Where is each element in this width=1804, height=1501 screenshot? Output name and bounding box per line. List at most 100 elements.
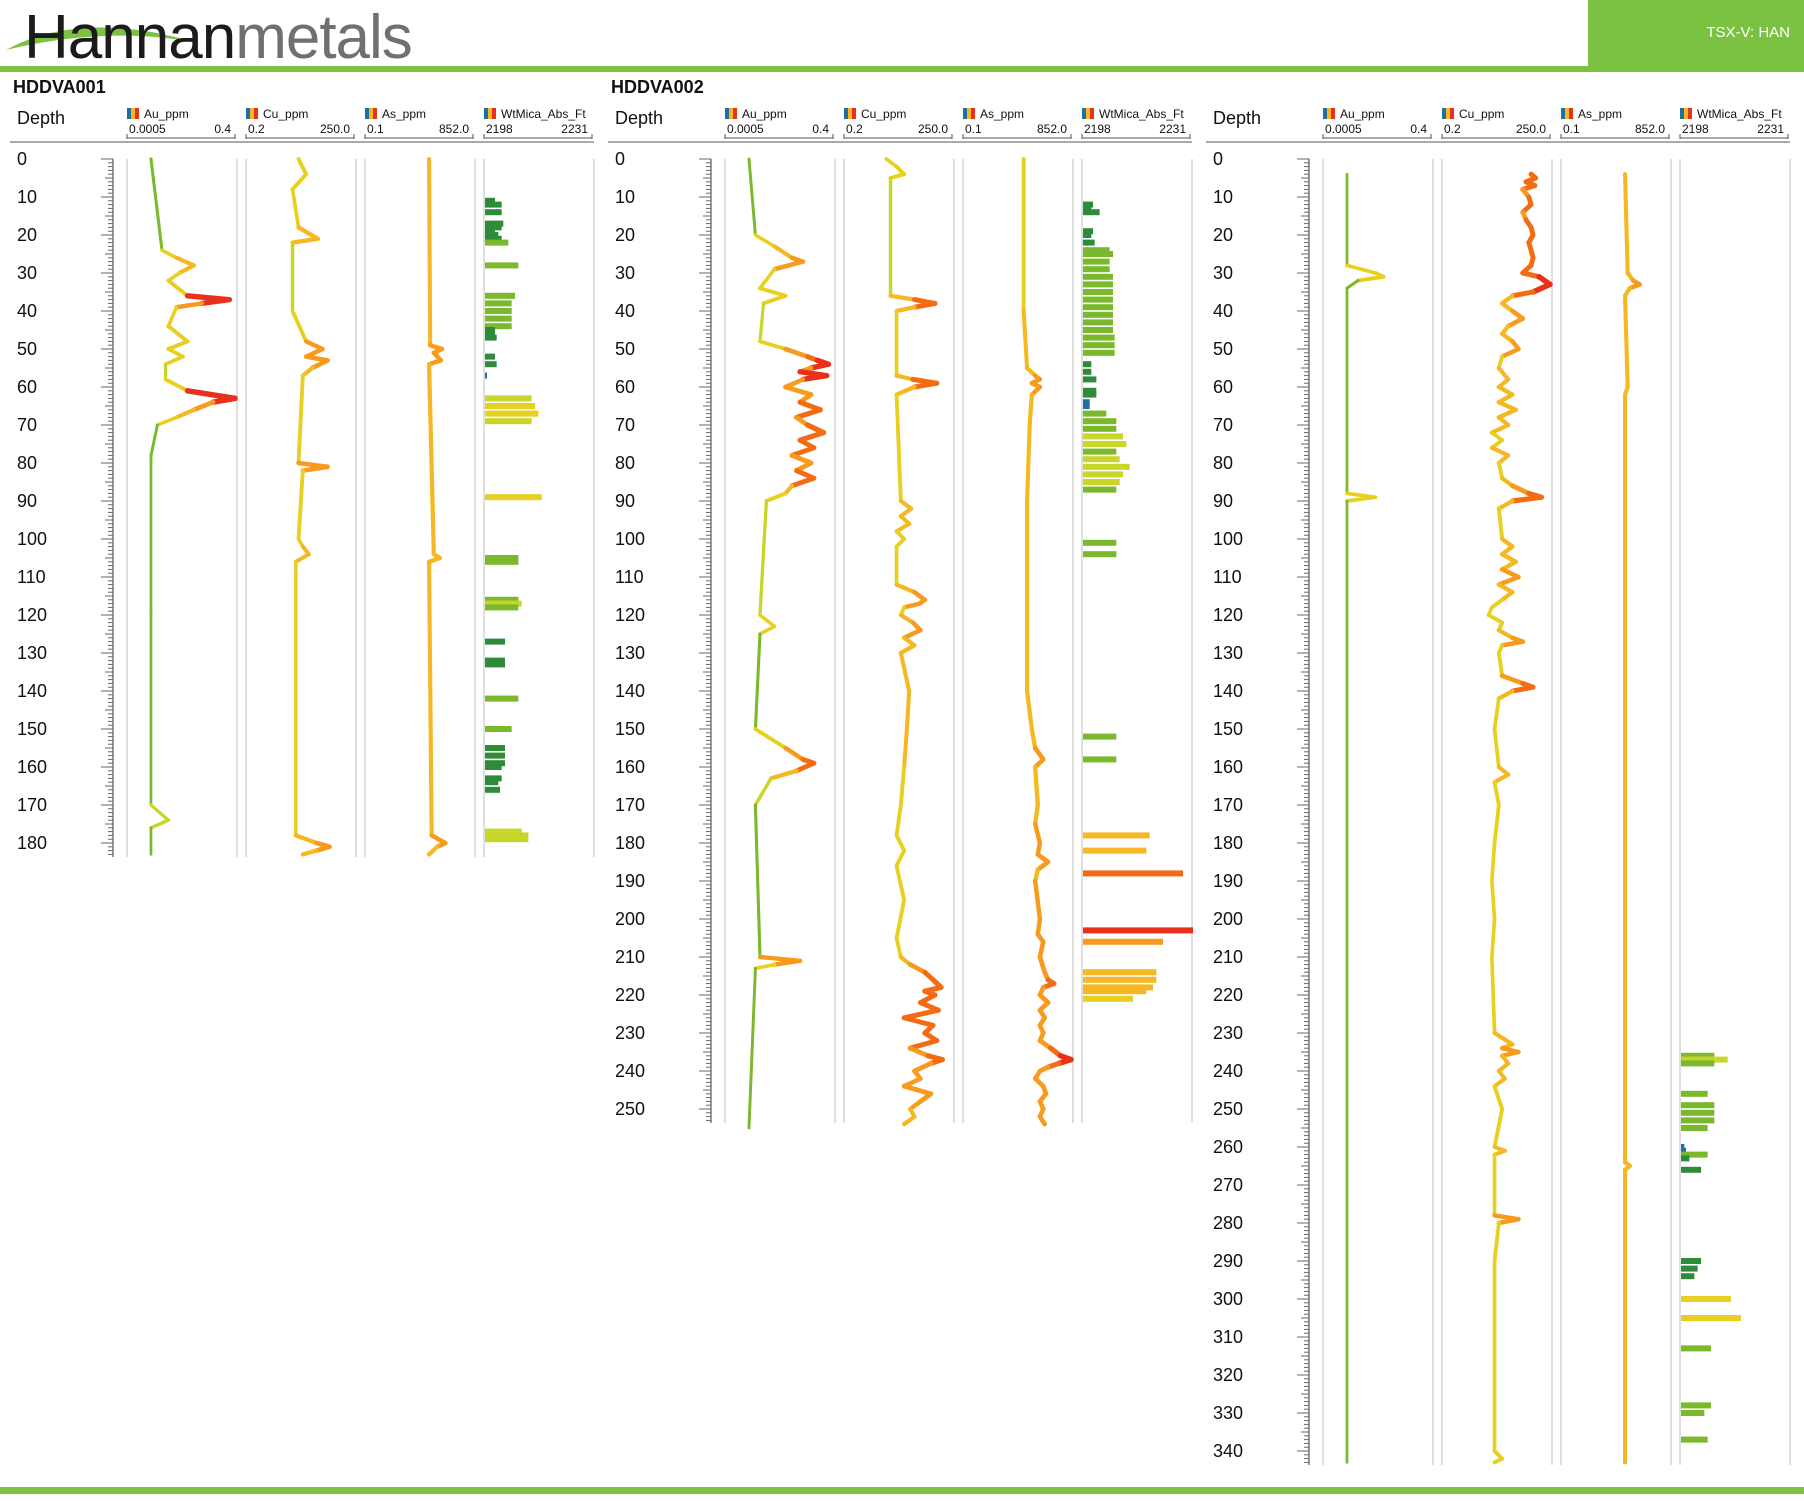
- wtmica-bar: [1083, 273, 1113, 280]
- as-ppm-legend-swatch: [365, 108, 377, 119]
- wtmica-bar: [1681, 1166, 1701, 1173]
- depth-tick-label: 130: [17, 643, 47, 663]
- cu-ppm-curve-segment: [1496, 1061, 1511, 1074]
- wtmica-bar: [1681, 1402, 1711, 1409]
- wtmica-bar: [1681, 1147, 1686, 1154]
- depth-tick-label: 90: [1213, 491, 1233, 511]
- wtmica-bar: [485, 828, 522, 835]
- legend-swatch-stripe: [1680, 108, 1684, 119]
- track-max-label: 0.4: [812, 122, 829, 136]
- header-divider: [0, 66, 1804, 72]
- au-ppm-curve-segment: [149, 157, 164, 252]
- as-ppm-curve-segment: [1035, 916, 1043, 937]
- track-name: Au_ppm: [144, 107, 189, 121]
- cu-ppm-curve-segment: [1496, 365, 1511, 382]
- cu-ppm-curve-segment: [894, 803, 903, 838]
- legend-swatch-stripe: [1561, 108, 1565, 119]
- depth-axis-label: Depth: [615, 108, 663, 128]
- track-name: Au_ppm: [1340, 107, 1385, 121]
- legend-swatch-stripe: [1565, 108, 1569, 119]
- depth-tick-label: 110: [17, 567, 46, 587]
- wtmica-bar: [1681, 1102, 1715, 1109]
- wtmica-bar: [1083, 832, 1150, 839]
- track-name: WtMica_Abs_Ft: [501, 107, 586, 121]
- au-ppm-curve-segment: [753, 727, 788, 750]
- logo-text-dark: Hannan: [24, 3, 235, 72]
- depth-tick-label: 280: [1213, 1213, 1243, 1233]
- footer-divider: [0, 1487, 1804, 1494]
- wtmica-bar: [1083, 399, 1090, 406]
- depth-tick-label: 170: [17, 795, 47, 815]
- depth-tick-label: 90: [17, 491, 37, 511]
- track-min-label: 2198: [486, 122, 513, 136]
- cu-ppm-curve-segment: [1500, 590, 1515, 602]
- depth-tick-label: 100: [1213, 529, 1243, 549]
- cu-ppm-curve-segment: [1499, 552, 1518, 564]
- track-max-label: 250.0: [320, 122, 350, 136]
- cu-ppm-curve-segment: [1490, 955, 1497, 1035]
- ticker-label: TSX-V: HAN: [1706, 24, 1790, 41]
- depth-tick-label: 20: [615, 225, 635, 245]
- wtmica-bar: [1083, 228, 1093, 235]
- depth-tick-label: 0: [1213, 149, 1223, 169]
- wtmica-bar: [1083, 756, 1117, 763]
- cu-ppm-curve-segment: [1490, 841, 1497, 883]
- track-max-label: 250.0: [1516, 122, 1546, 136]
- cu-ppm-legend-swatch: [1442, 108, 1454, 119]
- wtmica-bar: [1083, 539, 1117, 546]
- depth-tick-label: 160: [1213, 757, 1243, 777]
- legend-swatch-stripe: [1688, 108, 1692, 119]
- wtmica-bar: [485, 300, 512, 307]
- cu-ppm-curve-segment: [1510, 483, 1532, 496]
- cu-ppm-curve-segment: [1496, 498, 1515, 511]
- depth-tick-label: 90: [615, 491, 635, 511]
- cu-ppm-curve-segment: [1496, 688, 1515, 701]
- legend-swatch-stripe: [1450, 108, 1454, 119]
- depth-tick-label: 240: [615, 1061, 645, 1081]
- depth-tick-label: 10: [1213, 187, 1233, 207]
- depth-tick-label: 0: [17, 149, 27, 169]
- cu-ppm-curve-segment: [1496, 400, 1518, 412]
- au-ppm-curve-segment: [149, 803, 171, 822]
- track-max-label: 852.0: [439, 122, 469, 136]
- wtmica-bar: [485, 235, 502, 242]
- legend-swatch-stripe: [729, 108, 733, 119]
- depth-tick-label: 180: [615, 833, 645, 853]
- legend-swatch-stripe: [1442, 108, 1446, 119]
- legend-swatch-stripe: [250, 108, 254, 119]
- wtmica-bar: [1681, 1258, 1701, 1264]
- as-ppm-curve-segment: [1032, 821, 1043, 846]
- au-ppm-legend-swatch: [1323, 108, 1335, 119]
- depth-tick-label: 120: [615, 605, 645, 625]
- cu-ppm-curve-segment: [898, 650, 912, 694]
- depth-tick-label: 200: [615, 909, 645, 929]
- wtmica-bar: [1083, 319, 1113, 326]
- track-name: WtMica_Abs_Ft: [1697, 107, 1782, 121]
- depth-axis-label: Depth: [1213, 108, 1261, 128]
- cu-ppm-curve-segment: [296, 225, 321, 241]
- au-ppm-curve-segment: [166, 305, 179, 328]
- au-ppm-curve-segment: [783, 346, 810, 359]
- wtmica-bar: [485, 353, 495, 360]
- cu-ppm-curve-segment: [911, 380, 940, 390]
- wtmica-bar: [485, 323, 512, 330]
- depth-tick-label: 110: [615, 567, 644, 587]
- wtmica-bar: [1681, 1060, 1715, 1067]
- wtmica-bar: [485, 726, 512, 732]
- wtmica-bar: [485, 228, 495, 235]
- wtmica-bar: [1681, 1144, 1685, 1150]
- cu-ppm-curve-segment: [901, 1015, 936, 1028]
- wtmica-bar: [1681, 1056, 1728, 1063]
- cu-ppm-curve-segment: [894, 392, 903, 503]
- au-ppm-curve-segment: [753, 233, 777, 249]
- au-ppm-curve-segment: [210, 395, 238, 405]
- depth-tick-label: 180: [1213, 833, 1243, 853]
- wtmica-bar: [1681, 1345, 1711, 1352]
- cu-ppm-curve-segment: [1496, 453, 1511, 466]
- legend-swatch-stripe: [131, 108, 135, 119]
- cu-ppm-curve-segment: [1489, 445, 1511, 458]
- wtmica-bar: [1681, 1155, 1690, 1162]
- track-max-label: 0.4: [1410, 122, 1427, 136]
- legend-swatch-stripe: [971, 108, 975, 119]
- au-ppm-curve-segment: [758, 267, 777, 290]
